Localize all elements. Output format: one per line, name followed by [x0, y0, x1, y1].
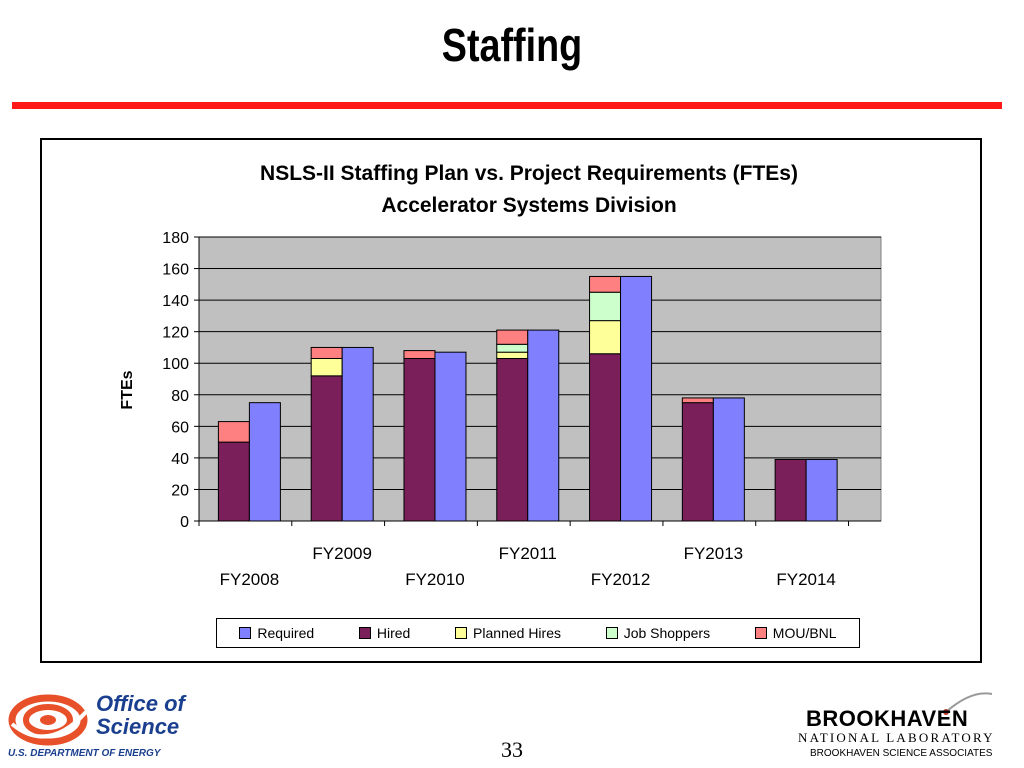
y-tick-label: 80 [171, 388, 189, 405]
bar-job-shoppers-fy2011 [496, 343, 529, 353]
legend-label-planned-hires: Planned Hires [473, 625, 561, 641]
legend-swatch-required [239, 627, 252, 639]
slide-title: Staffing [441, 19, 583, 71]
legend-label-job-shoppers: Job Shoppers [623, 625, 711, 641]
x-tick-label: FY2014 [776, 570, 836, 589]
bar-mou-bnl-fy2013 [681, 397, 714, 404]
bar-required-fy2013 [712, 397, 745, 522]
plot-area: 0 20 40 60 80 100 120 140 160 180 FY2008 FY2009 FY20… [162, 230, 882, 589]
bar-hired-fy2012 [589, 353, 622, 522]
y-tick-label: 40 [171, 451, 189, 468]
title-rule [12, 102, 1002, 109]
legend-swatch-hired [358, 627, 371, 639]
bar-hired-fy2011 [496, 357, 529, 522]
bar-required-fy2014 [805, 458, 838, 522]
chart-legend: Required Hired Planned Hires Job Shopper… [216, 618, 860, 648]
legend-swatch-planned-hires [455, 627, 468, 639]
bar-mou-bnl-fy2008 [217, 421, 250, 443]
y-tick-label: 140 [162, 293, 189, 310]
bar-required-fy2008 [248, 402, 281, 522]
bar-planned-hires-fy2012 [589, 320, 622, 355]
legend-label-hired: Hired [376, 625, 411, 641]
page-number: 33 [501, 737, 523, 762]
office-of-science-wordmark: Office of Science [96, 692, 185, 738]
legend-label-mou-bnl: MOU/BNL [772, 625, 837, 641]
y-tick-label: 160 [162, 262, 189, 279]
brookhaven-logo: BROOKHAVEN NATIONAL LABORATORY BROOKHAVE… [796, 686, 1016, 764]
y-tick-label: 20 [171, 482, 189, 499]
x-tick-label: FY2011 [499, 544, 557, 563]
bar-required-fy2012 [620, 275, 653, 522]
x-tick-label: FY2010 [405, 570, 465, 589]
brookhaven-swoosh-icon [943, 692, 993, 715]
bar-required-fy2011 [527, 329, 560, 522]
y-tick-label: 0 [180, 514, 189, 531]
bar-mou-bnl-fy2012 [589, 275, 622, 293]
bar-mou-bnl-fy2010 [403, 350, 436, 359]
legend-item-job-shoppers: Job Shoppers [605, 625, 711, 641]
legend-swatch-mou-bnl [754, 627, 767, 639]
bar-job-shoppers-fy2012 [589, 291, 622, 322]
y-tick-label: 60 [171, 419, 189, 436]
bar-planned-hires-fy2011 [496, 351, 529, 359]
y-tick-label: 100 [162, 356, 189, 373]
logo-line-1: Office of [96, 691, 185, 716]
x-tick-label: FY2012 [591, 570, 651, 589]
chart-subtitle: Accelerator Systems Division [381, 194, 676, 217]
bar-mou-bnl-fy2011 [496, 329, 529, 345]
office-of-science-logo: Office of Science U.S. DEPARTMENT OF ENE… [8, 692, 218, 762]
bar-hired-fy2009 [310, 375, 343, 522]
bar-required-fy2010 [434, 351, 467, 522]
bar-hired-fy2013 [681, 402, 714, 522]
bar-hired-fy2014 [774, 458, 807, 522]
doe-subline: U.S. DEPARTMENT OF ENERGY [8, 748, 161, 759]
legend-item-required: Required [239, 625, 314, 641]
x-tick-label: FY2013 [684, 544, 744, 563]
legend-label-required: Required [257, 625, 315, 641]
bar-planned-hires-fy2009 [310, 357, 343, 377]
y-tick-label: 120 [162, 325, 189, 342]
brookhaven-wordmark: BROOKHAVEN [806, 706, 969, 731]
bar-required-fy2009 [341, 346, 374, 522]
chart-frame: NSLS-II Staffing Plan vs. Project Requir… [40, 138, 982, 663]
science-associates-text: BROOKHAVEN SCIENCE ASSOCIATES [810, 748, 993, 759]
legend-item-planned-hires: Planned Hires [455, 625, 561, 641]
bar-mou-bnl-fy2009 [310, 346, 343, 359]
staffing-chart: NSLS-II Staffing Plan vs. Project Requir… [119, 162, 882, 589]
bar-hired-fy2010 [403, 357, 436, 522]
y-axis-label: FTEs [119, 370, 136, 409]
legend-swatch-job-shoppers [605, 627, 618, 639]
legend-item-hired: Hired [358, 625, 411, 641]
national-laboratory-text: NATIONAL LABORATORY [798, 730, 995, 745]
chart-title: NSLS-II Staffing Plan vs. Project Requir… [260, 162, 798, 185]
legend-item-mou-bnl: MOU/BNL [754, 625, 837, 641]
y-tick-label: 180 [162, 230, 189, 247]
logo-line-2: Science [96, 714, 180, 739]
x-tick-label: FY2008 [220, 570, 280, 589]
bar-hired-fy2008 [217, 441, 250, 522]
doe-swirl-icon [8, 694, 88, 746]
x-tick-label: FY2009 [312, 544, 372, 563]
